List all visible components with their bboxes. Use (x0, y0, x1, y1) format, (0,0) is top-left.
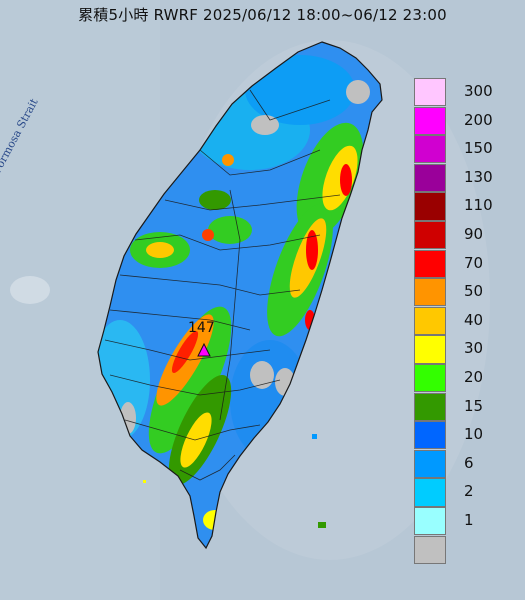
legend-swatch (414, 535, 446, 564)
offshore-echo (312, 434, 317, 439)
legend-label: 200 (464, 110, 493, 129)
legend-label: 50 (464, 282, 484, 301)
legend-label: 10 (464, 425, 484, 444)
legend-label: 70 (464, 253, 484, 272)
legend-label: 15 (464, 396, 484, 415)
offshore-echo (318, 522, 326, 528)
legend-label: 130 (464, 167, 493, 186)
county-boundaries (104, 89, 341, 481)
legend-label: 30 (464, 339, 484, 358)
legend-swatch (414, 163, 446, 193)
legend-label: 1 (464, 511, 474, 529)
legend-label: 150 (464, 139, 493, 158)
legend-label: 90 (464, 225, 484, 243)
legend-swatch (414, 507, 446, 536)
legend-swatch (414, 449, 446, 479)
max-rainfall-label: 147 (188, 320, 215, 336)
legend-label: 40 (464, 310, 484, 329)
legend-label: 300 (464, 82, 493, 100)
legend-swatch (414, 335, 446, 364)
map-title: 累積5小時 RWRF 2025/06/12 18:00~06/12 23:00 (78, 6, 447, 24)
penghu-islands (10, 276, 50, 304)
legend-swatch (414, 135, 446, 164)
legend-label: 20 (464, 368, 484, 386)
legend-swatch (414, 192, 446, 221)
legend-swatch (414, 364, 446, 393)
legend-swatch (414, 106, 446, 135)
legend-swatch (414, 278, 446, 307)
legend-label: 2 (464, 482, 474, 501)
legend-swatch (414, 249, 446, 278)
legend-swatch (414, 221, 446, 250)
legend-label: 110 (464, 196, 493, 215)
legend-label: 6 (464, 453, 474, 472)
legend-swatch (414, 392, 446, 421)
legend-swatch (414, 306, 446, 336)
max-rainfall-marker-icon (197, 342, 211, 357)
offshore-echo (143, 480, 146, 483)
legend-swatch (414, 78, 446, 107)
legend-swatch (414, 421, 446, 450)
legend-swatch (414, 478, 446, 507)
